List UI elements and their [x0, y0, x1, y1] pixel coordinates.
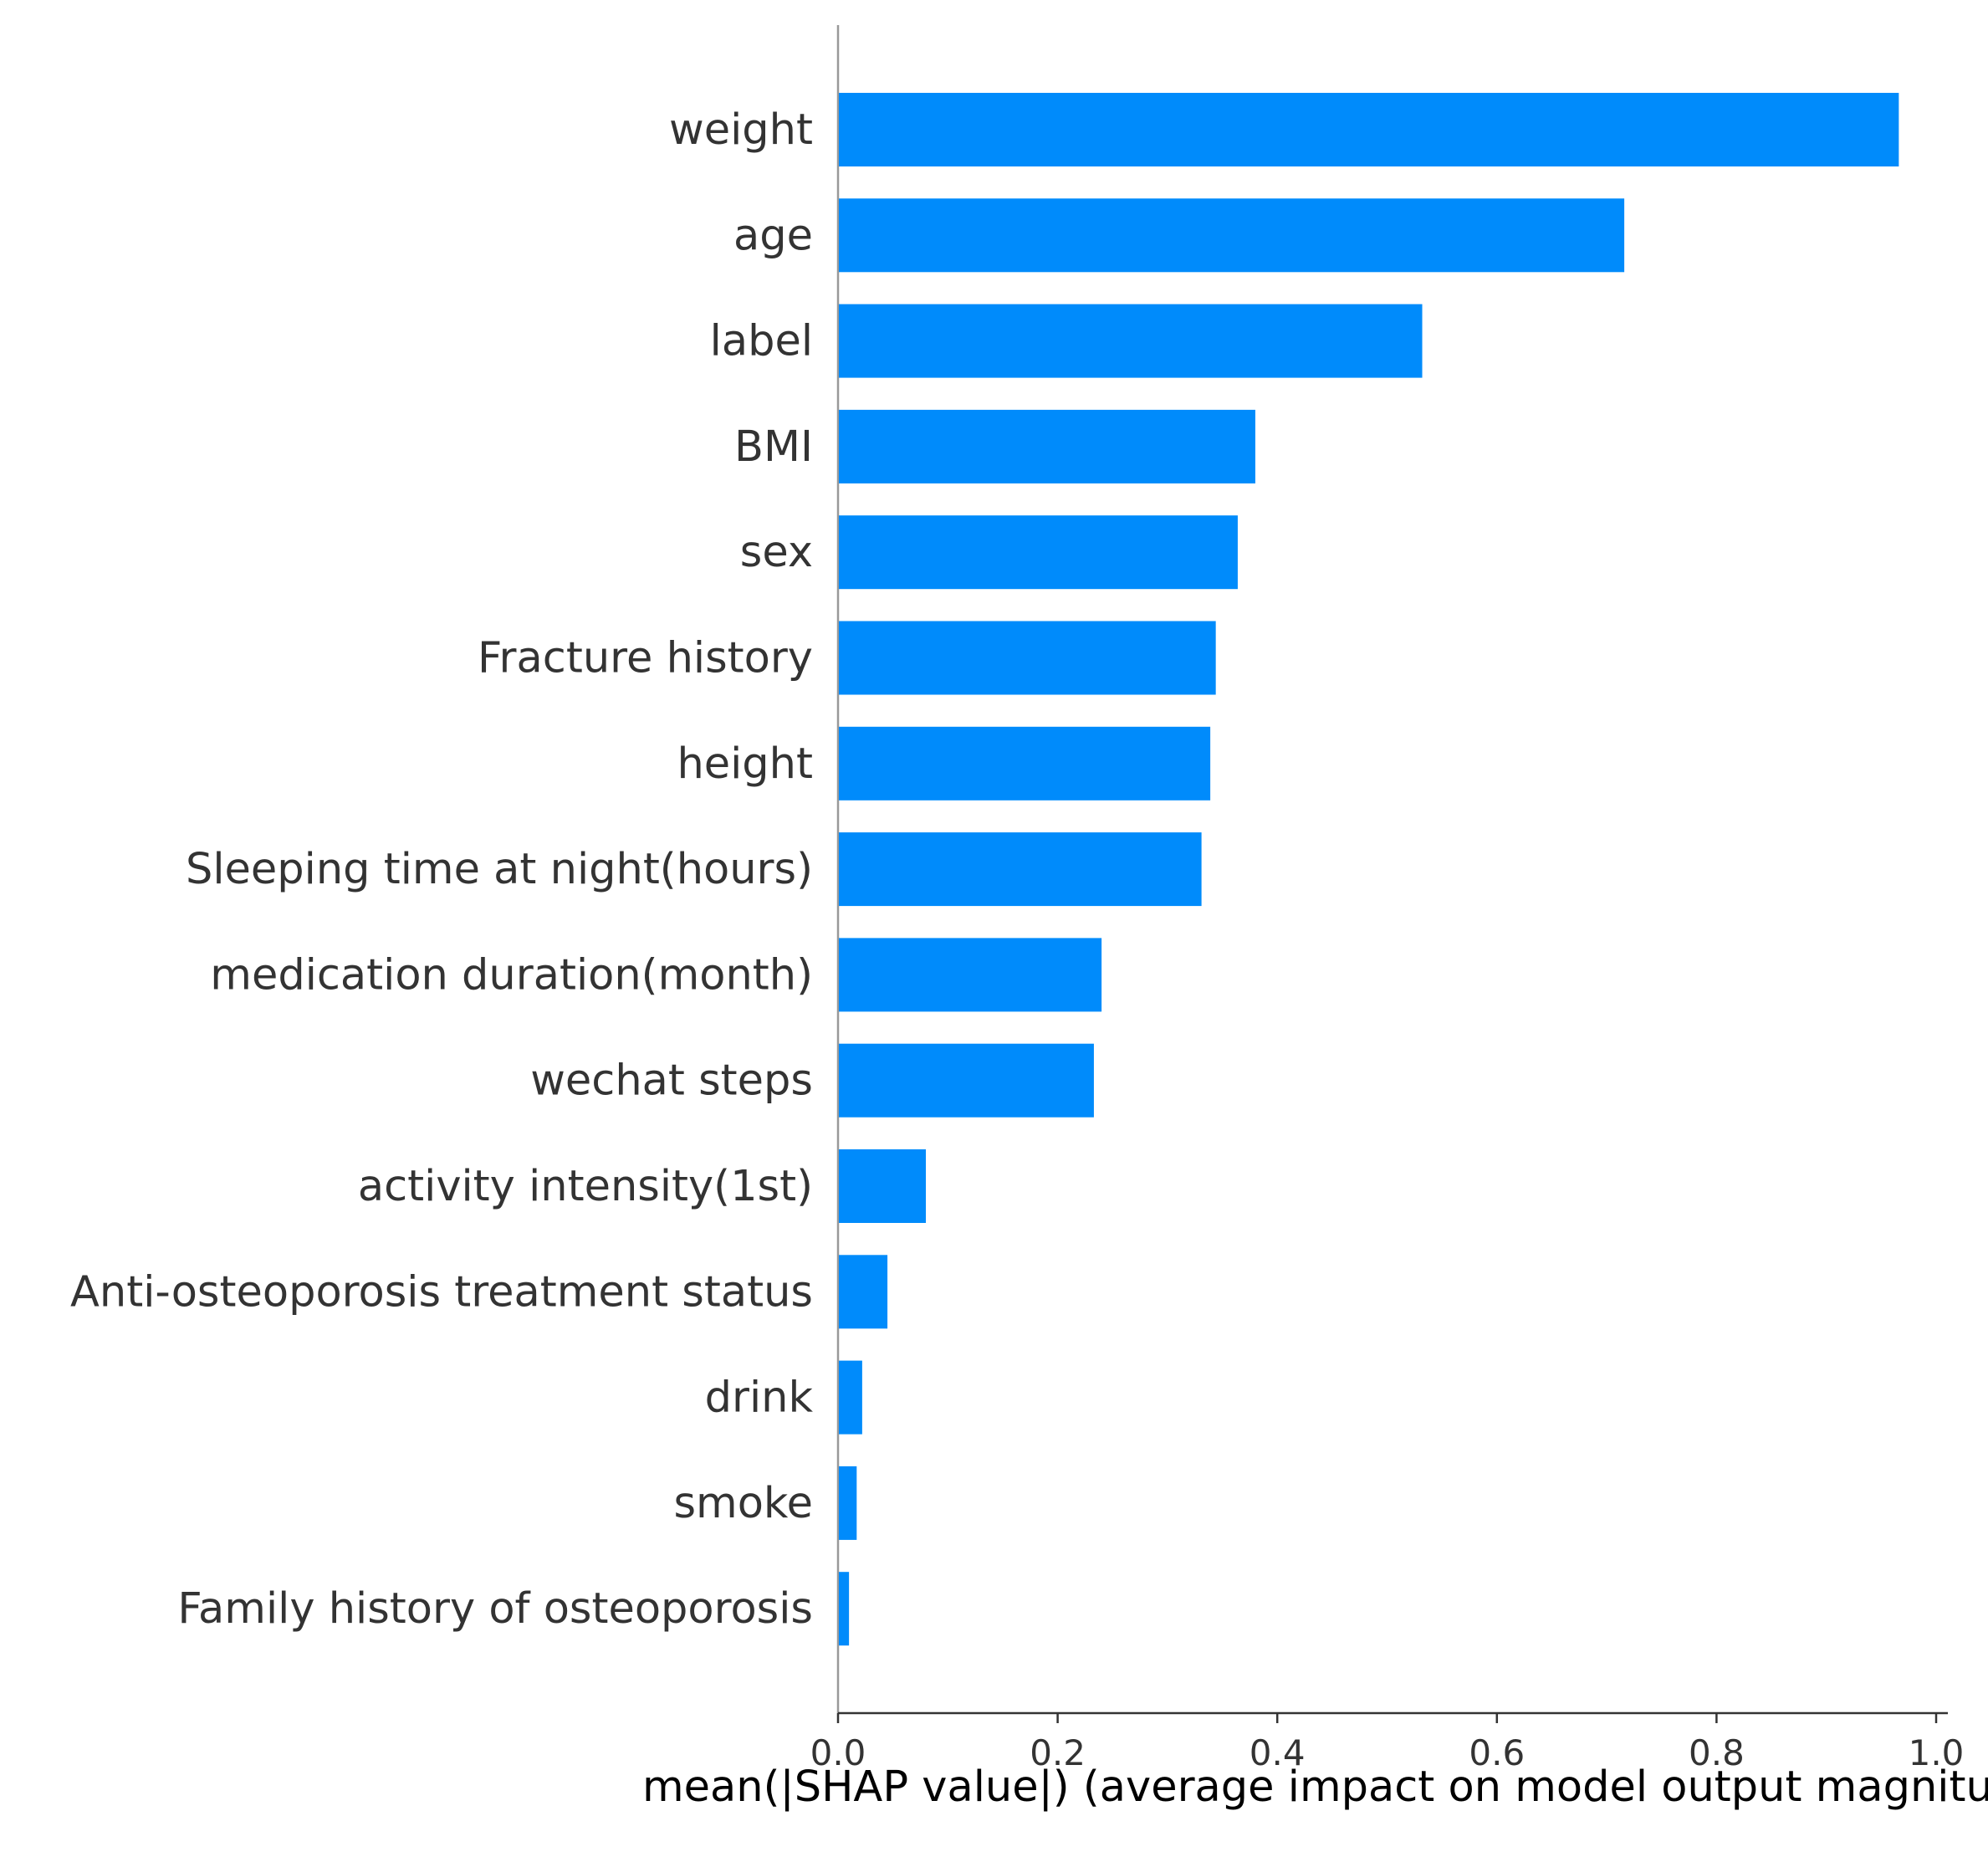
bar-0: [839, 93, 1899, 166]
category-label-10: activity intensity(1st): [358, 1162, 813, 1211]
bar-13: [839, 1466, 857, 1540]
category-label-3: BMI: [734, 422, 813, 472]
bar-14: [839, 1572, 850, 1646]
category-label-8: medication duration(month): [210, 950, 813, 1000]
bar-3: [839, 409, 1255, 483]
category-labels-group: weight age label BMI sex Fracture history heig…: [70, 105, 813, 1634]
category-label-0: weight: [669, 105, 813, 155]
bar-10: [839, 1149, 927, 1223]
category-label-14: Family history of osteoporosis: [177, 1584, 813, 1634]
category-label-9: wechat steps: [530, 1056, 813, 1106]
x-ticks-group: 0.0 0.2 0.4 0.6 0.8 1.0: [810, 1713, 1965, 1773]
x-tick-label-0: 0.0: [810, 1732, 866, 1773]
x-tick-label-3: 0.6: [1469, 1732, 1525, 1773]
bar-9: [839, 1043, 1094, 1118]
bar-6: [839, 726, 1211, 801]
x-tick-label-5: 1.0: [1909, 1732, 1965, 1773]
bar-8: [839, 938, 1102, 1012]
x-tick-label-1: 0.2: [1030, 1732, 1086, 1773]
bar-5: [839, 621, 1216, 695]
bar-11: [839, 1255, 888, 1329]
category-label-11: Anti-osteoporosis treatment status: [70, 1267, 813, 1317]
category-label-2: label: [710, 317, 813, 366]
category-label-7: Sleeping time at night(hours): [186, 845, 813, 894]
bar-7: [839, 832, 1202, 907]
category-label-1: age: [733, 211, 813, 260]
category-label-13: smoke: [673, 1479, 813, 1528]
x-tick-label-2: 0.4: [1250, 1732, 1306, 1773]
category-label-12: drink: [705, 1374, 814, 1423]
bars-group: [839, 93, 1899, 1646]
x-tick-label-4: 0.8: [1689, 1732, 1745, 1773]
category-label-4: sex: [740, 528, 813, 577]
bar-2: [839, 304, 1423, 378]
category-label-5: Fracture history: [478, 634, 813, 683]
bar-12: [839, 1360, 862, 1435]
bar-1: [839, 198, 1625, 273]
category-label-6: height: [677, 739, 813, 789]
bar-4: [839, 515, 1238, 590]
x-axis-title: mean(|SHAP value|) (average impact on mo…: [642, 1762, 1988, 1812]
